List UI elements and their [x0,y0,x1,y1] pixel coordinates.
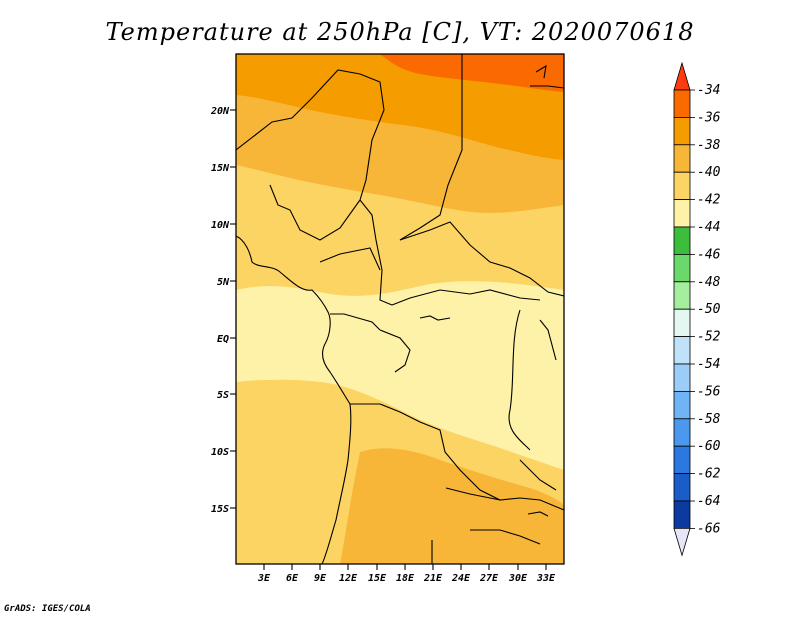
map-title: Temperature at 250hPa [C], VT: 202007061… [105,18,695,46]
lon-label: 21E [423,573,443,584]
band-42-44-central [236,281,564,470]
colorbar-label: -58 [697,412,721,427]
lake-kariba [527,511,549,517]
border-chad-sudan [399,54,463,241]
lon-label: 6E [286,573,299,584]
colorbar-swatch [673,336,691,365]
colorbar-label: -50 [697,302,721,317]
border-congo [379,329,411,373]
colorbar-label: -40 [697,165,721,180]
colorbar-label: -64 [697,494,720,509]
lat-label: 15S [211,504,229,515]
colorbar-swatch [673,308,691,338]
border-uganda [539,319,557,361]
border-gabon [330,313,381,331]
colorbar-label: -60 [697,439,721,454]
border-nigeria [269,184,361,241]
colorbar-swatch [673,363,691,392]
colorbar-swatch [673,473,691,502]
colorbar-label: -42 [697,193,721,208]
boundaries [236,54,564,564]
lat-label: 5N [217,277,230,288]
colorbar-swatch [673,390,691,420]
colorbar-swatch [673,418,691,447]
river-congo [419,315,451,321]
lon-label: 12E [339,573,358,584]
lon-label: 18E [396,573,415,584]
border-zimbabwe [470,529,541,545]
colorbar-swatch [673,226,691,255]
colorbar-label: -44 [697,220,720,235]
lat-label: 10N [211,220,230,231]
colorbar-label: -66 [697,521,721,536]
lon-label: 27E [479,573,499,584]
colorbar-swatch [673,89,691,118]
colorbar-swatch [673,500,691,529]
lon-label: 9E [314,573,327,584]
lat-labels: 20N 15N 10N 5N EQ 5S 10S 15S [210,106,230,515]
colorbar-label: -38 [697,138,721,153]
colorbar: -34 -36 -38 -40 -42 -44 -46 -48 -50 -52 -54 -56 -58 -… [673,61,721,557]
colorbar-label: -46 [697,247,721,262]
lon-label: 33E [536,573,556,584]
lat-label: 5S [217,390,229,401]
band-38-40-south [340,448,564,564]
colorbar-label: -62 [697,467,721,482]
grads-credit: GrADS: IGES/COLA [4,604,91,614]
colorbar-swatch [673,144,691,173]
colorbar-label: -48 [697,275,721,290]
lon-ticks [263,564,547,570]
colorbar-label: -54 [697,357,720,372]
lon-labels: 3E 6E 9E 12E 15E 18E 21E 24E 27E 30E 33E [257,573,556,584]
border-zambia [445,487,501,501]
lake-nasser [535,64,547,79]
lon-label: 3E [257,573,271,584]
colorbar-label: -34 [697,83,720,98]
colorbar-swatch [673,445,691,475]
colorbar-top-arrow [673,61,691,91]
border-malawi [519,459,557,491]
lon-label: 30E [508,573,528,584]
border-drc-north [391,289,541,306]
colorbar-swatch [673,253,691,283]
colorbar-swatch [673,281,691,310]
lat-label: 10S [211,447,229,458]
colorbar-label: -52 [697,330,721,345]
lon-label: 15E [368,573,387,584]
lat-label: 20N [210,106,230,117]
lat-label: EQ [217,334,229,345]
border-angola-drc [350,403,564,511]
border-cameroon [359,199,393,306]
lat-ticks [230,109,236,509]
border-east-lakes [508,309,531,451]
border-car-sudan [399,221,564,297]
colorbar-swatch [673,199,691,228]
border-car-west [319,247,381,271]
colorbar-label: -36 [697,110,721,125]
lat-label: 15N [211,163,230,174]
colorbar-bottom-arrow [673,528,691,557]
coastline [236,235,352,564]
colorbar-swatch [673,117,691,146]
colorbar-swatch [673,171,691,200]
border-niger [236,69,385,201]
temperature-field [236,54,564,564]
lon-label: 24E [451,573,471,584]
band-34-36 [380,54,564,92]
colorbar-label: -56 [697,384,721,399]
plot-frame [235,53,565,565]
border-egypt [530,85,564,89]
